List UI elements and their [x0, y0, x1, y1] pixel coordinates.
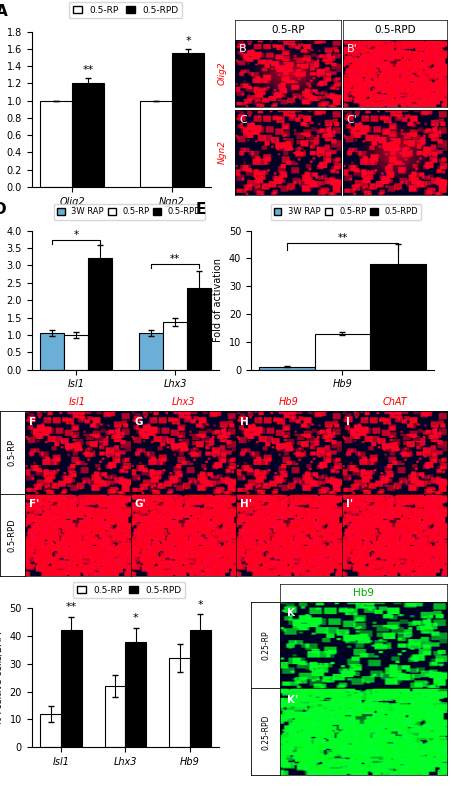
Text: Hb9: Hb9	[278, 398, 298, 407]
Bar	[64, 335, 87, 370]
Bar	[186, 288, 210, 370]
Legend: 3W RAP, 0.5-RP, 0.5-RPD: 3W RAP, 0.5-RP, 0.5-RPD	[54, 204, 204, 219]
Text: I': I'	[345, 499, 352, 510]
Text: 0.5-RPD: 0.5-RPD	[8, 518, 17, 552]
Bar	[87, 258, 111, 370]
Text: H: H	[240, 417, 249, 427]
Text: H': H'	[240, 499, 252, 510]
Y-axis label: % Positive cells/DAPI: % Positive cells/DAPI	[0, 631, 4, 724]
Text: 0.5-RP: 0.5-RP	[271, 25, 304, 35]
Text: Isl1: Isl1	[69, 398, 86, 407]
Text: **: **	[336, 233, 347, 243]
Text: G': G'	[134, 499, 146, 510]
Text: *: *	[185, 36, 191, 45]
Text: A: A	[0, 4, 7, 19]
Legend: 0.5-RP, 0.5-RPD: 0.5-RP, 0.5-RPD	[73, 582, 185, 599]
Text: B: B	[239, 44, 246, 54]
Text: K': K'	[286, 695, 298, 704]
Text: 0.25-RPD: 0.25-RPD	[261, 714, 269, 750]
Text: *: *	[133, 614, 138, 623]
Text: K: K	[286, 608, 294, 618]
Bar	[172, 53, 204, 187]
Text: **: **	[65, 603, 77, 612]
Text: *: *	[73, 230, 78, 239]
Text: 0.25-RP: 0.25-RP	[261, 630, 269, 660]
Y-axis label: Fold of activation: Fold of activation	[0, 68, 1, 151]
Text: C': C'	[346, 114, 357, 125]
Text: G: G	[134, 417, 143, 427]
Text: *: *	[197, 599, 202, 610]
Bar	[61, 630, 81, 747]
Bar	[258, 367, 314, 370]
Legend: 3W RAP, 0.5-RP, 0.5-RPD: 3W RAP, 0.5-RP, 0.5-RPD	[270, 204, 420, 219]
Text: Ngn2: Ngn2	[218, 140, 226, 165]
Text: E: E	[196, 202, 206, 217]
Bar	[105, 686, 125, 747]
Bar	[40, 714, 61, 747]
Text: **: **	[82, 65, 93, 75]
Text: 0.5-RPD: 0.5-RPD	[373, 25, 415, 35]
Bar	[169, 658, 189, 747]
Y-axis label: Fold of activation: Fold of activation	[0, 258, 1, 342]
Bar	[314, 334, 369, 370]
Text: ChAT: ChAT	[382, 398, 406, 407]
Legend: 0.5-RP, 0.5-RPD: 0.5-RP, 0.5-RPD	[69, 2, 181, 18]
Text: I: I	[345, 417, 349, 427]
Bar	[139, 333, 163, 370]
Bar	[125, 642, 146, 747]
Text: C: C	[239, 114, 247, 125]
Text: Olig2: Olig2	[218, 62, 226, 85]
Text: Lhx3: Lhx3	[171, 398, 195, 407]
Text: **: **	[170, 254, 180, 264]
Bar	[369, 264, 425, 370]
Bar	[163, 322, 186, 370]
Text: B': B'	[346, 44, 357, 54]
Bar	[140, 101, 172, 187]
Text: F': F'	[29, 499, 39, 510]
Bar	[40, 101, 72, 187]
Text: 0.5-RP: 0.5-RP	[8, 439, 17, 466]
Bar	[72, 83, 104, 187]
Y-axis label: Fold of activation: Fold of activation	[213, 258, 223, 342]
Bar	[40, 333, 64, 370]
Text: Hb9: Hb9	[353, 588, 373, 598]
Bar	[189, 630, 210, 747]
Text: F: F	[29, 417, 36, 427]
Text: D: D	[0, 202, 7, 217]
